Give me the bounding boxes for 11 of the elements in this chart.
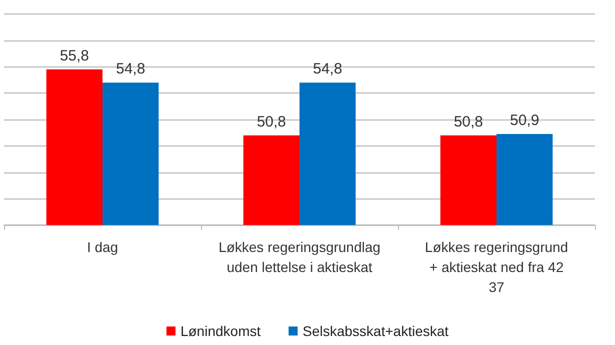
- x-tick-label: Løkkes regeringsgrundlag uden lettelse i aktieskat: [218, 239, 380, 275]
- legend-label: Lønindkomst: [180, 323, 261, 339]
- data-label: 54,8: [116, 60, 146, 78]
- x-tick-label: Løkkes regeringsgrund + aktieskat ned fra 42 37: [424, 239, 568, 295]
- data-label: 55,8: [60, 47, 90, 64]
- data-label: 50,9: [510, 112, 540, 130]
- data-label: 50,8: [256, 113, 286, 130]
- x-tick-label: I dag: [86, 239, 118, 255]
- data-label: 50,8: [454, 113, 484, 130]
- data-label: 54,8: [312, 60, 342, 78]
- legend-label: Selskabsskat+aktieskat: [302, 323, 449, 339]
